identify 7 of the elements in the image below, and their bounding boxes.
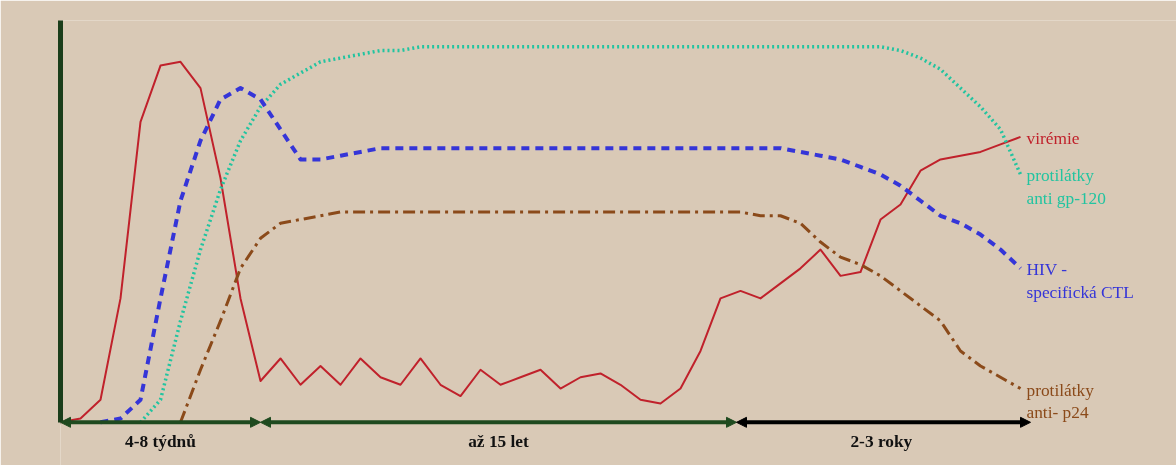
- text: až 15 let: [468, 432, 530, 452]
- series-label: HIV - specifická CTL: [1026, 260, 1134, 303]
- series-label: protilátky anti gp-120: [1026, 166, 1106, 209]
- text: 4-8 týdnů: [125, 432, 197, 452]
- text: 2-3 roky: [850, 432, 913, 452]
- series-label: protilátky anti- p24: [1026, 380, 1095, 423]
- series-label: virémie: [1026, 128, 1080, 148]
